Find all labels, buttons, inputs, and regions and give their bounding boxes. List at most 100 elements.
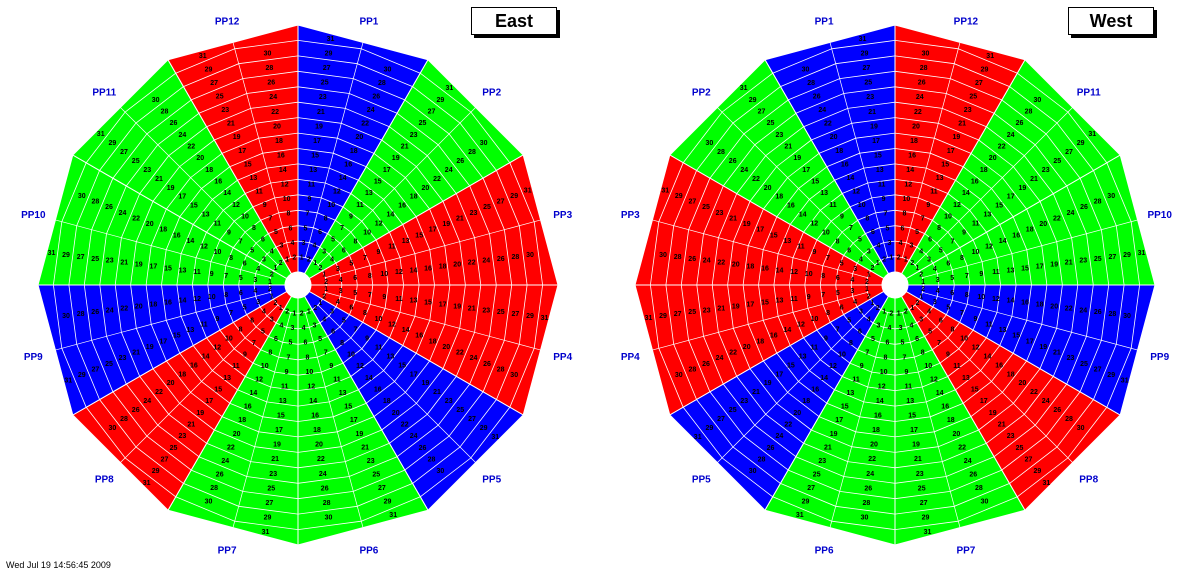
tile-number: 3 [262, 256, 266, 263]
tile-number: 4 [933, 266, 937, 273]
tile-number: 25 [497, 309, 505, 316]
tile-number: 6 [331, 328, 335, 335]
tile-number: 30 [205, 499, 213, 506]
tile-number: 1 [867, 272, 871, 279]
tile-number: 26 [688, 256, 696, 263]
tile-number: 19 [442, 221, 450, 228]
tile-number: 31 [924, 529, 932, 536]
tile-number: 8 [239, 327, 243, 334]
tile-number: 26 [813, 94, 821, 101]
tile-number: 5 [946, 305, 950, 312]
tile-number: 1 [322, 272, 326, 279]
tile-number: 24 [818, 107, 826, 114]
tile-number: 22 [729, 350, 737, 357]
tile-number: 11 [308, 182, 316, 189]
tile-number: 3 [910, 243, 914, 250]
tile-number: 18 [947, 417, 955, 424]
tile-number: 7 [268, 216, 272, 223]
tile-number: 17 [872, 138, 880, 145]
tile-number: 23 [319, 94, 327, 101]
tile-number: 6 [915, 336, 919, 343]
tile-number: 23 [410, 132, 418, 139]
tile-number: 14 [984, 353, 992, 360]
tile-number: 31 [327, 36, 335, 43]
tile-number: 28 [920, 65, 928, 72]
tile-number: 4 [339, 277, 343, 284]
tile-number: 15 [841, 404, 849, 411]
tile-number: 29 [1107, 372, 1115, 379]
tile-number: 21 [784, 144, 792, 151]
tile-number: 9 [349, 213, 353, 220]
tile-number: 19 [830, 431, 838, 438]
tile-number: 28 [1065, 416, 1073, 423]
tile-number: 13 [250, 175, 258, 182]
tile-number: 3 [336, 266, 340, 273]
tile-number: 11 [214, 221, 222, 228]
tile-number: 13 [962, 375, 970, 382]
tile-number: 1 [910, 305, 914, 312]
tile-number: 21 [868, 109, 876, 116]
tile-number: 4 [256, 266, 260, 273]
tile-number: 7 [965, 273, 969, 280]
tile-number: 20 [135, 304, 143, 311]
tile-number: 20 [442, 344, 450, 351]
tile-number: 1 [268, 279, 272, 286]
tile-number: 13 [847, 390, 855, 397]
tile-number: 12 [790, 269, 798, 276]
tile-number: 6 [243, 260, 247, 267]
sector-label: PP6 [815, 546, 834, 557]
tile-number: 25 [729, 407, 737, 414]
tile-number: 5 [289, 340, 293, 347]
tile-number: 20 [315, 442, 323, 449]
tile-number: 15 [277, 413, 285, 420]
tile-number: 26 [864, 485, 872, 492]
tile-number: 13 [279, 398, 287, 405]
tile-number: 2 [270, 272, 274, 279]
tile-number: 11 [255, 189, 263, 196]
tile-number: 3 [330, 309, 334, 316]
tile-number: 14 [410, 267, 418, 274]
tile-number: 8 [268, 349, 272, 356]
tile-number: 16 [344, 161, 352, 168]
tile-number: 5 [331, 237, 335, 244]
tile-number: 11 [375, 345, 383, 352]
tile-number: 25 [767, 120, 775, 127]
tile-number: 6 [928, 237, 932, 244]
tile-number: 10 [805, 271, 813, 278]
tile-number: 1 [916, 265, 920, 272]
tile-number: 24 [367, 107, 375, 114]
tile-number: 5 [886, 225, 890, 232]
tile-number: 16 [277, 153, 285, 160]
tile-number: 24 [776, 433, 784, 440]
tile-number: 25 [132, 158, 140, 165]
tile-number: 1 [285, 256, 289, 263]
tile-number: 29 [480, 425, 488, 432]
tile-number: 5 [928, 328, 932, 335]
east-title-box: East [471, 7, 557, 35]
tile-number: 21 [401, 144, 409, 151]
tile-number: 11 [930, 189, 938, 196]
tile-number: 23 [470, 210, 478, 217]
tile-number: 22 [271, 109, 279, 116]
tile-number: 14 [387, 212, 395, 219]
tile-number: 3 [853, 266, 857, 273]
tile-number: 21 [433, 389, 441, 396]
half-sector-line [901, 33, 963, 259]
tile-number: 6 [304, 340, 308, 347]
tile-number: 2 [292, 254, 296, 261]
tile-number: 27 [674, 311, 682, 318]
tile-number: 27 [689, 199, 697, 206]
tile-number: 16 [214, 178, 222, 185]
tile-number: 24 [269, 94, 277, 101]
tile-number: 22 [1053, 215, 1061, 222]
tile-number: 26 [105, 204, 113, 211]
tile-number: 18 [275, 138, 283, 145]
tile-number: 14 [223, 190, 231, 197]
tile-number: 7 [849, 225, 853, 232]
tile-number: 26 [1094, 309, 1102, 316]
tile-number: 24 [470, 355, 478, 362]
tile-number: 18 [205, 167, 213, 174]
tile-number: 22 [433, 176, 441, 183]
tile-number: 30 [706, 140, 714, 147]
tile-number: 15 [941, 161, 949, 168]
